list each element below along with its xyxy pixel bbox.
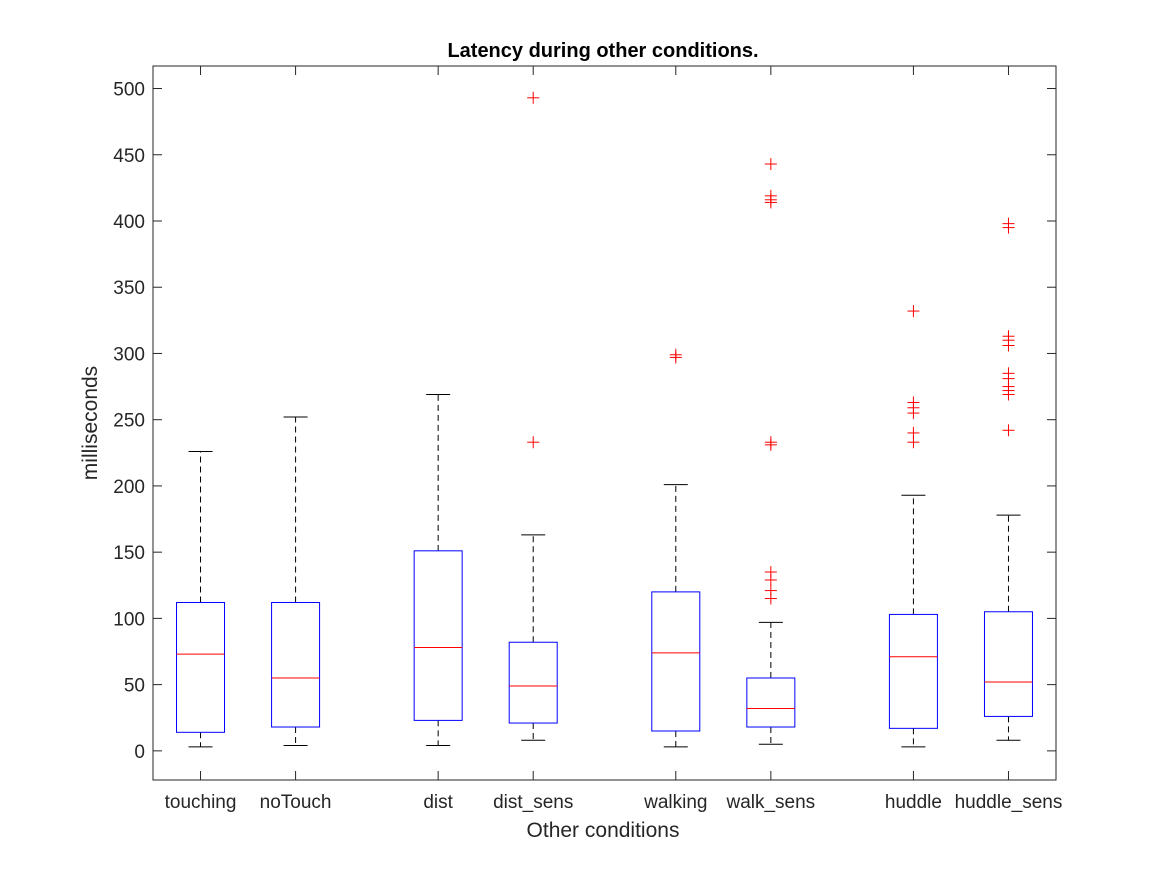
y-tick-label: 250 (113, 411, 145, 432)
interquartile-box (746, 677, 796, 728)
y-tick-label: 150 (113, 543, 145, 564)
outlier-marker (764, 584, 777, 597)
interquartile-box (271, 601, 321, 728)
chart-title: Latency during other conditions. (447, 40, 758, 62)
y-tick-label: 300 (113, 344, 145, 365)
y-tick-label: 0 (134, 742, 145, 763)
outlier-marker (1002, 217, 1015, 230)
box-dist-sens (508, 91, 558, 741)
outlier-marker (764, 189, 777, 202)
x-tick-label-walk-sens: walk_sens (725, 792, 815, 813)
y-axis: 0 50 100 150 200 250 300 350 400 450 500 (113, 80, 1056, 763)
outlier-marker (907, 305, 920, 318)
y-axis-title: milliseconds (79, 366, 102, 480)
x-tick-label-dist-sens: dist_sens (493, 792, 573, 813)
x-tick-label-huddle: huddle (885, 792, 942, 813)
outlier-marker (1002, 367, 1015, 380)
interquartile-box (413, 550, 463, 721)
outlier-marker (1002, 330, 1015, 343)
plot-area-frame (152, 65, 1057, 781)
box-walking (651, 348, 701, 748)
x-axis-title: Other conditions (527, 819, 680, 842)
outlier-marker (1002, 424, 1015, 437)
outlier-marker (669, 348, 682, 361)
x-tick-label-noTouch: noTouch (260, 792, 332, 813)
y-tick-label: 500 (113, 80, 145, 101)
box-series (176, 91, 1033, 748)
interquartile-box (651, 591, 701, 732)
box-touching (176, 450, 226, 748)
interquartile-box (888, 613, 938, 729)
outlier-marker (527, 91, 540, 104)
box-huddle (888, 305, 938, 748)
outlier-marker (527, 436, 540, 449)
outlier-marker (907, 396, 920, 409)
y-tick-label: 400 (113, 212, 145, 233)
box-huddle-sens (983, 217, 1033, 741)
box-noTouch (271, 416, 321, 747)
x-tick-label-walking: walking (643, 792, 707, 813)
x-tick-label-huddle-sens: huddle_sens (955, 792, 1063, 813)
interquartile-box (508, 641, 558, 724)
y-tick-label: 200 (113, 477, 145, 498)
outlier-marker (907, 426, 920, 439)
x-tick-label-touching: touching (165, 792, 237, 813)
x-axis: touching noTouch dist dist_sens walking walk_… (165, 66, 1063, 813)
box-dist (413, 394, 463, 747)
outlier-marker (764, 566, 777, 579)
interquartile-box (983, 611, 1033, 717)
outlier-marker (764, 436, 777, 449)
y-tick-label: 50 (124, 676, 145, 697)
y-tick-label: 350 (113, 278, 145, 299)
x-tick-label-dist: dist (423, 792, 453, 813)
y-tick-label: 450 (113, 146, 145, 167)
interquartile-box (176, 601, 226, 733)
y-tick-label: 100 (113, 609, 145, 630)
box-walk-sens (746, 158, 796, 745)
outlier-marker (764, 158, 777, 171)
